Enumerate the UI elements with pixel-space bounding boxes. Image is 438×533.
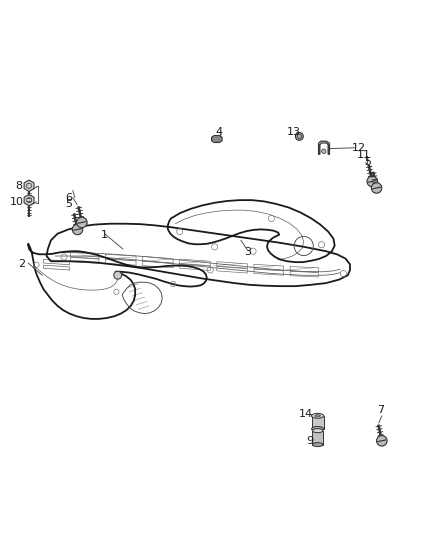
Text: 13: 13 [287, 126, 301, 136]
Text: 14: 14 [299, 409, 313, 419]
Text: 12: 12 [352, 143, 366, 153]
Text: 11: 11 [357, 150, 371, 160]
Polygon shape [212, 135, 222, 142]
Text: 10: 10 [9, 197, 23, 207]
Circle shape [72, 224, 83, 235]
Text: 2: 2 [18, 259, 25, 269]
Ellipse shape [311, 414, 324, 418]
Circle shape [321, 149, 326, 154]
Text: 5: 5 [364, 157, 371, 167]
Circle shape [77, 217, 87, 228]
Ellipse shape [312, 429, 323, 433]
Circle shape [377, 435, 387, 446]
Text: 5: 5 [65, 199, 72, 208]
Circle shape [295, 133, 303, 140]
Polygon shape [311, 416, 324, 429]
Ellipse shape [311, 426, 324, 431]
Text: 3: 3 [244, 247, 251, 257]
Ellipse shape [312, 442, 323, 447]
Text: 6: 6 [65, 192, 72, 203]
Circle shape [114, 271, 122, 279]
Text: 1: 1 [101, 230, 108, 240]
Text: 7: 7 [377, 405, 384, 415]
Text: 8: 8 [15, 181, 23, 191]
Polygon shape [24, 195, 34, 206]
Text: 4: 4 [215, 127, 223, 138]
Ellipse shape [315, 415, 321, 417]
Circle shape [371, 183, 382, 193]
Polygon shape [24, 180, 34, 191]
Text: 9: 9 [306, 436, 313, 446]
Circle shape [367, 176, 378, 187]
Polygon shape [312, 431, 323, 445]
